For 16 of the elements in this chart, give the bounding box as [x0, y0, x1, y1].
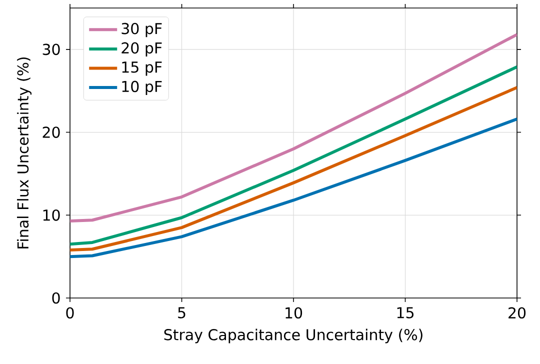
y-tick-label: 0 — [52, 292, 60, 304]
legend-label: 20 pF — [122, 42, 162, 57]
y-tick-label: 20 — [42, 126, 60, 138]
x-tick-label: 20 — [508, 307, 526, 319]
y-tick-label: 10 — [43, 209, 60, 221]
legend-label: 15 pF — [122, 62, 162, 76]
y-axis-title: Final Flux Uncertainty (%) — [17, 57, 32, 248]
legend-label: 10 pF — [122, 80, 162, 96]
x-tick-label: 0 — [66, 307, 74, 319]
line-series — [70, 118, 518, 258]
x-tick-label: 5 — [178, 307, 186, 318]
x-tick-label: 15 — [397, 307, 414, 318]
x-tick-label: 10 — [286, 307, 302, 319]
y-tick-label: 30 — [42, 44, 60, 56]
legend-label: 30 pF — [122, 22, 162, 38]
x-axis-title: Stray Capacitance Uncertainty (%) — [164, 328, 422, 344]
